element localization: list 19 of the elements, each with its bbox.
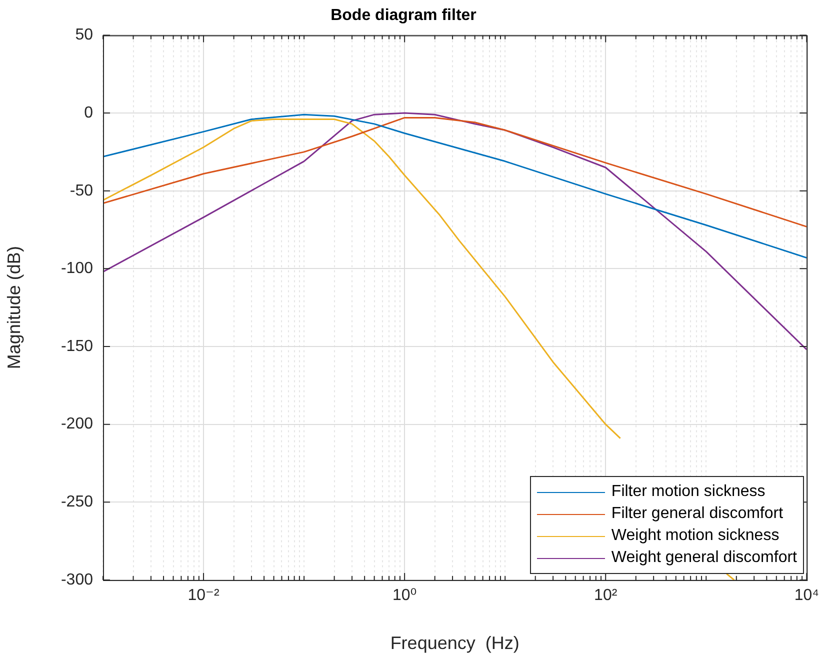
y-axis-title: Magnitude (dB) <box>4 246 24 370</box>
legend-label: Weight general discomfort <box>611 548 797 568</box>
legend-label: Filter general discomfort <box>611 504 784 524</box>
y-tick-label: 50 <box>75 26 94 44</box>
x-axis-title: Frequency (Hz) <box>390 633 520 654</box>
x-tick-label: 10⁰ <box>392 587 417 604</box>
y-tick-label: -300 <box>60 571 94 588</box>
x-tick-label: 10² <box>594 587 618 604</box>
legend-label: Filter motion sickness <box>611 482 766 502</box>
legend-label: Weight motion sickness <box>611 526 780 546</box>
y-tick-label: -200 <box>60 416 94 433</box>
y-tick-label: -50 <box>70 182 94 200</box>
x-tick-label: 10⁻² <box>188 587 220 604</box>
x-tick-label: 10⁴ <box>794 587 820 604</box>
y-tick-label: -150 <box>60 338 94 355</box>
chart-title: Bode diagram filter <box>330 7 476 24</box>
y-tick-label: -100 <box>60 260 94 278</box>
y-tick-label: -250 <box>60 494 94 511</box>
y-tick-label: 0 <box>84 104 94 122</box>
